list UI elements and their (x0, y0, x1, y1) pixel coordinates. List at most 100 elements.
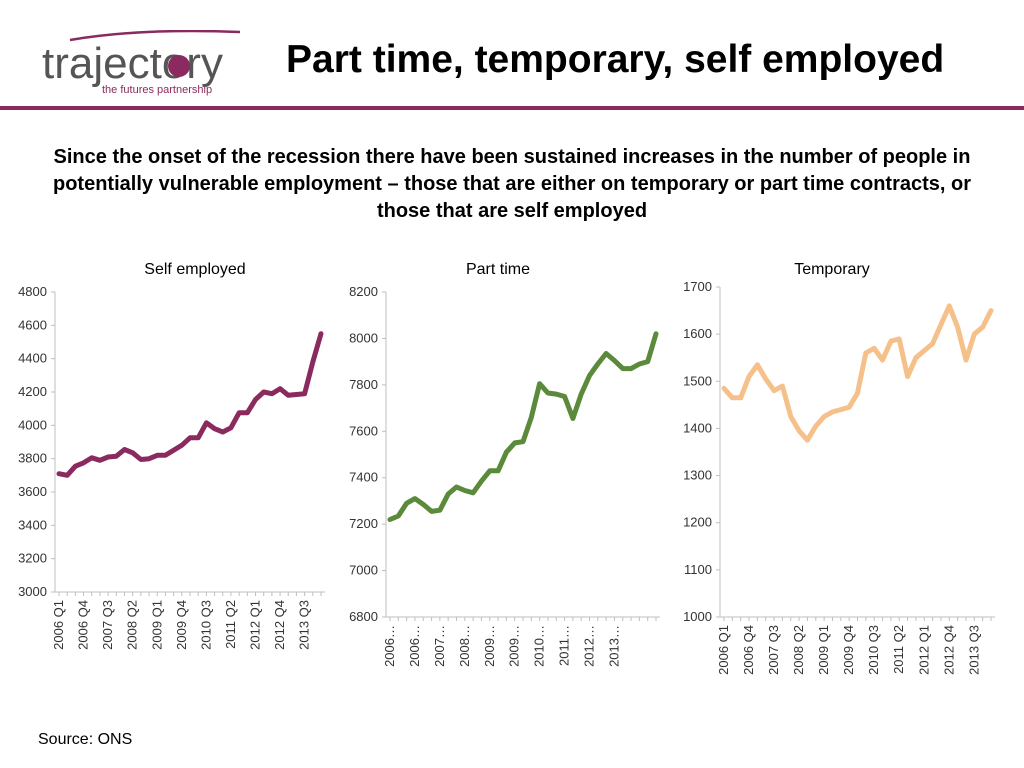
logo-graphic: trajectory the futures partnership (42, 29, 241, 96)
chart-temporary: Temporary 1000 1100 1200 1300 1400 1500 1600 170… (683, 261, 995, 675)
data-point (906, 375, 910, 379)
data-point (989, 309, 993, 313)
x-tick-label: 2012 Q1 (248, 600, 263, 650)
data-point (123, 448, 126, 451)
data-point (856, 391, 859, 395)
data-point (914, 356, 918, 360)
y-tick-label: 3000 (18, 584, 47, 599)
logo-word: trajectory (42, 39, 223, 88)
data-point (596, 362, 600, 366)
data-point (139, 458, 143, 461)
x-tick-label: 2008 Q2 (791, 625, 806, 675)
data-point (463, 488, 467, 492)
data-point (286, 393, 290, 397)
chart-title: Part time (466, 261, 530, 278)
x-tick-label: 2006 Q1 (716, 625, 731, 675)
y-tick-label: 4600 (18, 317, 47, 332)
x-tick-label: 2012 Q1 (916, 625, 931, 675)
data-point (722, 386, 726, 390)
data-point (563, 394, 567, 398)
data-point (270, 392, 274, 396)
data-point (805, 438, 809, 442)
data-point (163, 453, 167, 457)
data-point (889, 339, 893, 343)
data-point (554, 392, 558, 396)
source-note: Source: ONS (38, 731, 133, 748)
data-point (588, 374, 591, 378)
data-point (881, 358, 885, 362)
y-tick-label: 8200 (349, 284, 378, 299)
data-point (204, 421, 208, 425)
data-point (764, 377, 768, 381)
data-point (73, 464, 77, 468)
data-point (612, 358, 616, 362)
x-tick-label: 2013 Q3 (297, 600, 312, 650)
y-tick-label: 1200 (683, 515, 712, 530)
x-tick-label: 2011… (557, 625, 572, 666)
x-tick-label: 2013 Q3 (966, 625, 981, 675)
data-point (245, 411, 249, 415)
x-tick-label: 2013… (606, 625, 621, 667)
data-point (504, 450, 508, 454)
x-tick-label: 2009 Q4 (174, 600, 189, 650)
data-point (294, 393, 298, 396)
x-tick-label: 2007 Q3 (766, 625, 781, 675)
x-tick-label: 2012 Q4 (941, 625, 956, 675)
x-tick-label: 2009 Q4 (841, 625, 856, 675)
series-line (56, 331, 324, 478)
header-divider (0, 106, 1024, 110)
data-point (488, 469, 492, 473)
series-line (387, 331, 659, 522)
logo: trajectory the futures partnership (40, 29, 250, 100)
data-point (814, 424, 818, 428)
x-tick-label: 2010 Q3 (198, 600, 213, 650)
y-tick-label: 3400 (18, 517, 47, 532)
x-tick-label: 2008… (457, 625, 472, 667)
y-tick-label: 3200 (18, 551, 47, 566)
data-point (213, 427, 217, 431)
data-point (747, 375, 751, 379)
y-tick-label: 4200 (18, 384, 47, 399)
data-point (237, 411, 241, 415)
logo-swoosh (69, 29, 241, 42)
data-point (496, 469, 500, 473)
y-tick-label: 1400 (683, 420, 712, 435)
data-point (455, 485, 458, 489)
x-tick-label: 2010… (532, 625, 547, 667)
x-tick-label: 2008 Q2 (125, 600, 140, 650)
data-point (90, 456, 94, 460)
data-point (947, 304, 951, 308)
y-tick-label: 4000 (18, 417, 47, 432)
x-tick-label: 2006 Q4 (76, 600, 91, 650)
data-point (755, 363, 759, 367)
data-point (637, 362, 641, 366)
data-point (430, 509, 434, 513)
data-point (922, 349, 926, 353)
data-point (629, 367, 633, 371)
data-point (822, 415, 826, 419)
data-point (964, 358, 968, 362)
y-tick-label: 1500 (683, 373, 712, 388)
series-line (721, 303, 994, 443)
x-tick-label: 2009 Q1 (149, 600, 164, 650)
data-point (513, 441, 517, 445)
x-tick-label: 2009… (507, 625, 522, 667)
y-tick-label: 3600 (18, 484, 47, 499)
data-point (229, 426, 233, 430)
data-point (82, 461, 86, 465)
data-point (114, 454, 118, 458)
data-point (262, 390, 266, 394)
x-tick-label: 2006… (407, 625, 422, 667)
data-point (413, 497, 417, 501)
page-title: Part time, temporary, self employed (286, 38, 945, 81)
data-point (196, 436, 200, 440)
y-tick-label: 6800 (349, 609, 378, 624)
data-point (388, 518, 392, 521)
data-point (529, 415, 533, 419)
data-point (180, 443, 184, 447)
data-point (730, 396, 734, 400)
data-point (872, 346, 876, 350)
y-tick-label: 7000 (349, 563, 378, 578)
data-point (839, 408, 843, 412)
data-point (847, 405, 851, 409)
